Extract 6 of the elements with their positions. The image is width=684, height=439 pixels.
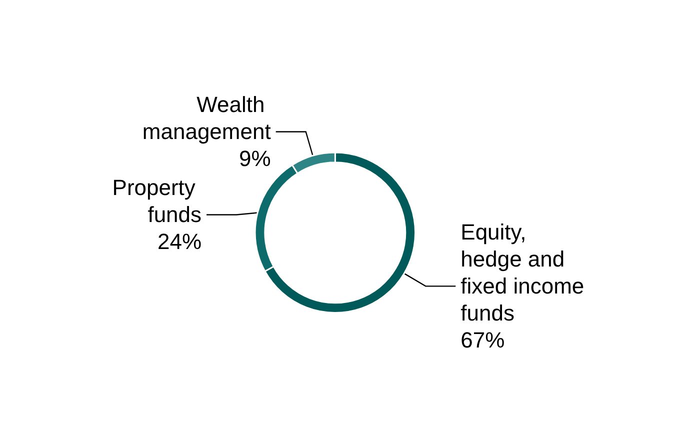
data-label: 24% <box>157 229 202 254</box>
slice-label: Wealth management <box>142 92 271 144</box>
data-label: 67% <box>460 328 505 353</box>
slice-label: Property funds <box>112 175 202 228</box>
data-label: 9% <box>239 146 271 172</box>
slice-label: Equity, hedge and fixed income funds <box>460 220 590 326</box>
